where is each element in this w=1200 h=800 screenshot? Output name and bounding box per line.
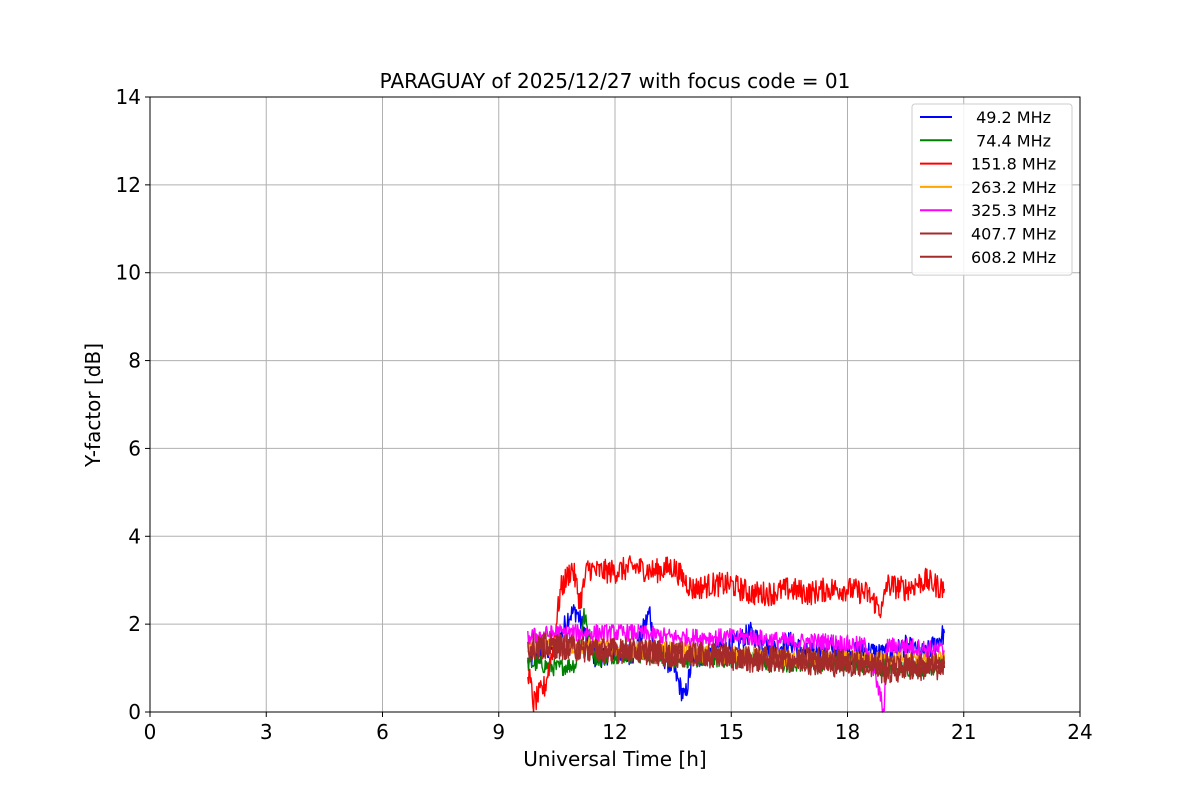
x-axis-label: Universal Time [h]: [523, 747, 706, 771]
series-line: [527, 623, 946, 713]
x-tick-label: 18: [835, 720, 860, 744]
y-tick-label: 10: [116, 261, 141, 285]
legend-label: 74.4 MHz: [971, 131, 1051, 150]
grid: [150, 97, 1080, 712]
x-tick-label: 9: [492, 720, 505, 744]
legend-label: 325.3 MHz: [971, 201, 1056, 220]
chart-title: PARAGUAY of 2025/12/27 with focus code =…: [380, 69, 851, 93]
x-tick-label: 3: [260, 720, 273, 744]
x-tick-label: 0: [144, 720, 157, 744]
y-axis-label: Y-factor [dB]: [81, 343, 105, 468]
y-tick-label: 8: [128, 349, 141, 373]
x-tick-label: 12: [602, 720, 627, 744]
legend-label: 608.2 MHz: [971, 248, 1056, 267]
plot-area: [527, 555, 946, 713]
series-line: [527, 634, 946, 677]
legend-frame: [911, 103, 1073, 276]
x-tick-label: 6: [376, 720, 389, 744]
legend-label: 407.7 MHz: [971, 225, 1056, 244]
legend-label: 49.2 MHz: [971, 108, 1051, 127]
y-tick-label: 14: [116, 85, 141, 109]
legend-label: 263.2 MHz: [971, 178, 1056, 197]
y-tick-label: 2: [128, 612, 141, 636]
x-tick-label: 15: [719, 720, 744, 744]
legend-label: 151.8 MHz: [971, 155, 1056, 174]
series-line: [527, 555, 946, 713]
legend: 49.2 MHz 74.4 MHz 151.8 MHz 263.2 MHz 325.3…: [911, 103, 1073, 276]
x-tick-label: 24: [1067, 720, 1092, 744]
y-tick-label: 6: [128, 436, 141, 460]
y-tick-label: 4: [128, 524, 141, 548]
x-tick-label: 21: [951, 720, 976, 744]
y-tick-label: 0: [128, 700, 141, 724]
series-line: [527, 632, 946, 686]
y-tick-label: 12: [116, 173, 141, 197]
